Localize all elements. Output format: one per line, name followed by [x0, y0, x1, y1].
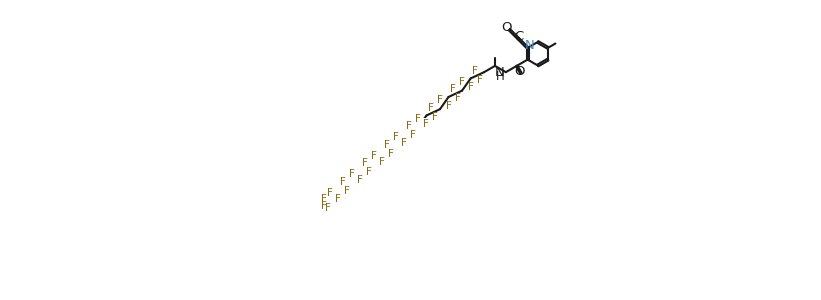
Text: F: F	[433, 112, 438, 122]
Text: F: F	[340, 177, 346, 187]
Text: F: F	[327, 188, 333, 198]
Text: F: F	[437, 95, 443, 105]
Text: N: N	[525, 39, 534, 52]
Text: F: F	[459, 76, 465, 87]
Text: H: H	[496, 70, 505, 83]
Text: F: F	[321, 194, 327, 204]
Text: F: F	[349, 169, 355, 179]
Text: F: F	[476, 75, 483, 85]
Text: F: F	[335, 194, 341, 203]
Text: F: F	[393, 132, 399, 142]
Text: F: F	[406, 121, 412, 131]
Text: F: F	[428, 103, 434, 113]
Text: F: F	[424, 119, 429, 130]
Text: F: F	[450, 84, 456, 94]
Text: F: F	[388, 149, 394, 159]
Text: F: F	[467, 82, 474, 92]
Text: O: O	[502, 21, 512, 34]
Text: F: F	[321, 201, 327, 211]
Text: O: O	[514, 65, 525, 78]
Text: F: F	[371, 151, 377, 161]
Text: F: F	[446, 101, 452, 111]
Text: F: F	[357, 175, 363, 185]
Text: F: F	[325, 203, 331, 213]
Text: F: F	[362, 158, 368, 168]
Text: F: F	[415, 114, 421, 124]
Text: F: F	[410, 130, 416, 140]
Text: N: N	[495, 66, 505, 80]
Text: F: F	[366, 167, 372, 178]
Text: F: F	[455, 93, 461, 103]
Text: F: F	[379, 157, 385, 166]
Text: F: F	[472, 66, 478, 76]
Text: F: F	[384, 140, 390, 150]
Text: F: F	[401, 138, 407, 148]
Text: C: C	[514, 30, 523, 43]
Text: F: F	[344, 186, 350, 196]
